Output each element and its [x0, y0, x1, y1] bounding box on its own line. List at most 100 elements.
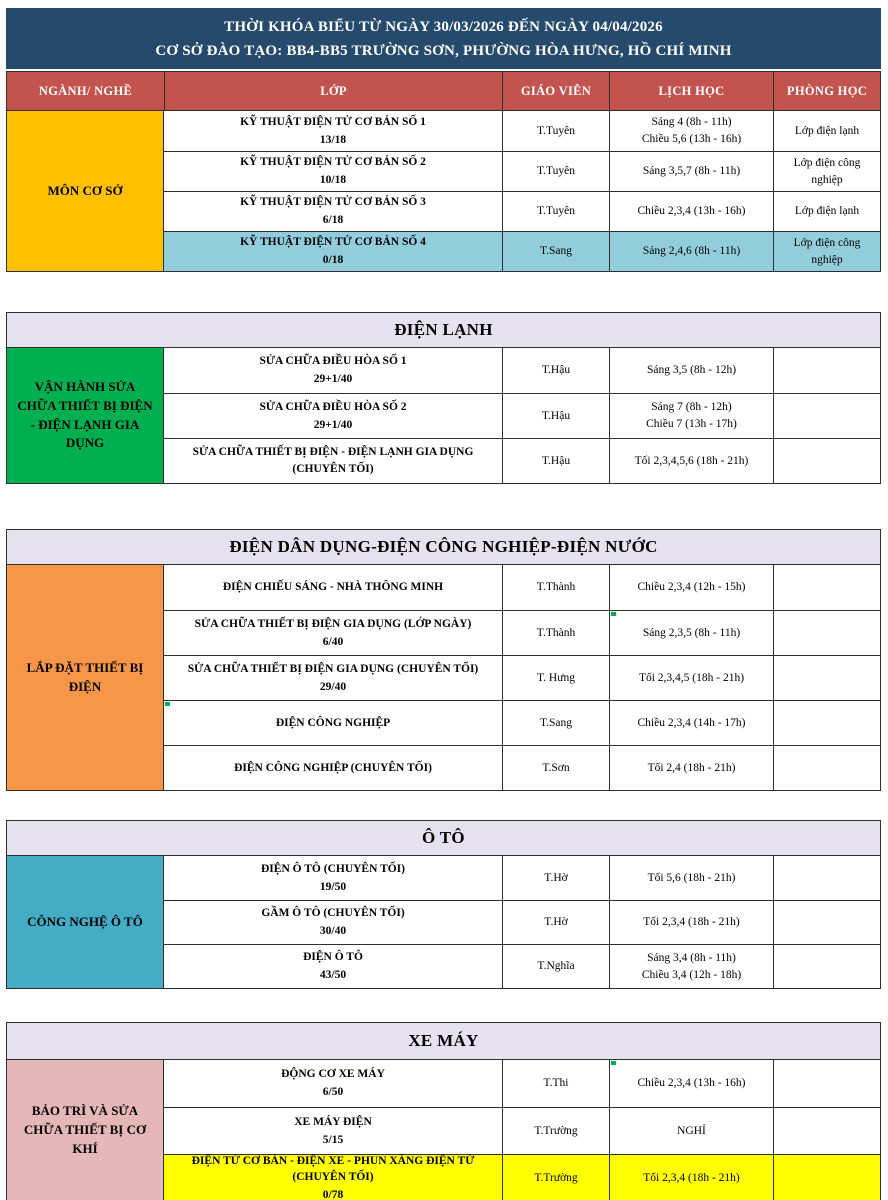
room-cell: [773, 1155, 880, 1200]
class-name: ĐIỆN TỬ CƠ BẢN - ĐIỆN XE - PHUN XĂNG ĐIỆ…: [191, 1154, 475, 1184]
teacher-cell: T.Tuyên: [502, 152, 609, 191]
room-cell: [773, 901, 880, 944]
comment-marker-icon: [611, 1061, 616, 1065]
class-cell: ĐIỆN CHIẾU SÁNG - NHÀ THÔNG MINH: [164, 565, 502, 610]
teacher-cell: T.Hờ: [502, 901, 609, 944]
class-cell: SỬA CHỮA THIẾT BỊ ĐIỆN - ĐIỆN LẠNH GIA D…: [164, 439, 502, 483]
section-o-to: Ô TÔ CÔNG NGHỆ Ô TÔ ĐIỆN Ô TÔ (CHUYÊN TỐ…: [6, 820, 881, 989]
room-cell: [773, 746, 880, 790]
teacher-cell: T.Hờ: [502, 856, 609, 900]
table-row: ĐIỆN CHIẾU SÁNG - NHÀ THÔNG MINH T.Thành…: [164, 565, 880, 610]
teacher-cell: T.Thi: [502, 1060, 609, 1107]
table-row: ĐIỆN Ô TÔ (CHUYÊN TỐI) 19/50 T.Hờ Tối 5,…: [164, 856, 880, 900]
teacher-cell: T. Hưng: [502, 656, 609, 700]
class-cell: KỸ THUẬT ĐIỆN TỬ CƠ BẢN SỐ 3 6/18: [164, 192, 502, 231]
class-enrollment: 19/50: [319, 880, 347, 893]
section-band: ĐIỆN LẠNH: [7, 313, 880, 348]
class-enrollment: 10/18: [319, 174, 347, 186]
teacher-cell: T.Thành: [502, 611, 609, 655]
schedule-cell: Chiều 2,3,4 (14h - 17h): [609, 701, 773, 745]
class-cell: SỬA CHỮA ĐIỀU HÒA SỐ 2 29+1/40: [164, 394, 502, 438]
table-row: SỬA CHỮA THIẾT BỊ ĐIỆN - ĐIỆN LẠNH GIA D…: [164, 438, 880, 483]
class-cell: ĐIỆN Ô TÔ (CHUYÊN TỐI) 19/50: [164, 856, 502, 900]
schedule-cell: Sáng 7 (8h - 12h) Chiều 7 (13h - 17h): [609, 394, 773, 438]
class-cell: ĐỘNG CƠ XE MÁY 6/50: [164, 1060, 502, 1107]
teacher-cell: T.Hậu: [502, 439, 609, 483]
table-row-highlighted: KỸ THUẬT ĐIỆN TỬ CƠ BẢN SỐ 4 0/18 T.Sang…: [164, 231, 880, 271]
class-enrollment: 6/40: [322, 635, 344, 648]
room-cell: [773, 394, 880, 438]
room-cell: [773, 348, 880, 393]
col-header-lop: LỚP: [164, 72, 502, 110]
table-row: ĐIỆN CÔNG NGHIỆP T.Sang Chiều 2,3,4 (14h…: [164, 700, 880, 745]
schedule-cell: Sáng 4 (8h - 11h) Chiều 5,6 (13h - 16h): [609, 111, 773, 151]
room-cell: [773, 1108, 880, 1154]
col-header-lich-hoc: LỊCH HỌC: [609, 72, 773, 110]
col-header-nganh-nghe: NGÀNH/ NGHỀ: [38, 83, 133, 98]
room-cell: [773, 565, 880, 610]
class-enrollment: 6/18: [322, 214, 344, 226]
teacher-cell: T.Trường: [502, 1155, 609, 1200]
class-name: KỸ THUẬT ĐIỆN TỬ CƠ BẢN SỐ 3: [240, 196, 426, 209]
room-cell: Lớp điện lạnh: [773, 192, 880, 231]
table-row: XE MÁY ĐIỆN 5/15 T.Trường NGHỈ: [164, 1107, 880, 1154]
comment-marker-icon: [611, 612, 616, 616]
class-enrollment: 0/78: [322, 1188, 344, 1200]
class-cell: GẦM Ô TÔ (CHUYÊN TỐI) 30/40: [164, 901, 502, 944]
table-row-highlighted: ĐIỆN TỬ CƠ BẢN - ĐIỆN XE - PHUN XĂNG ĐIỆ…: [164, 1154, 880, 1200]
room-cell: [773, 611, 880, 655]
room-cell: [773, 439, 880, 483]
room-cell: [773, 701, 880, 745]
schedule-cell: Tối 5,6 (18h - 21h): [609, 856, 773, 900]
class-name: XE MÁY ĐIỆN: [294, 1115, 372, 1128]
col-header-giao-vien: GIÁO VIÊN: [502, 72, 609, 110]
class-cell: KỸ THUẬT ĐIỆN TỬ CƠ BẢN SỐ 4 0/18: [164, 232, 502, 271]
teacher-cell: T.Tuyên: [502, 192, 609, 231]
class-enrollment: 30/40: [319, 925, 347, 937]
class-name: ĐIỆN Ô TÔ: [303, 951, 363, 964]
schedule-cell: Tối 2,3,4,5,6 (18h - 21h): [609, 439, 773, 483]
teacher-cell: T.Hậu: [502, 348, 609, 393]
comment-marker-icon: [165, 702, 170, 706]
class-name: SỬA CHỮA THIẾT BỊ ĐIỆN - ĐIỆN LẠNH GIA D…: [192, 446, 474, 475]
table-row: GẦM Ô TÔ (CHUYÊN TỐI) 30/40 T.Hờ Tối 2,3…: [164, 900, 880, 944]
schedule-cell: Tối 2,4 (18h - 21h): [609, 746, 773, 790]
title-line2: CƠ SỞ ĐÀO TẠO: BB4-BB5 TRƯỜNG SƠN, PHƯỜN…: [155, 42, 732, 59]
room-cell: [773, 1060, 880, 1107]
teacher-cell: T.Hậu: [502, 394, 609, 438]
class-cell: XE MÁY ĐIỆN 5/15: [164, 1108, 502, 1154]
timetable-title: THỜI KHÓA BIỂU TỪ NGÀY 30/03/2026 ĐẾN NG…: [6, 8, 881, 69]
class-name: ĐỘNG CƠ XE MÁY: [281, 1068, 385, 1081]
title-line1: THỜI KHÓA BIỂU TỪ NGÀY 30/03/2026 ĐẾN NG…: [224, 18, 663, 35]
class-enrollment: 0/18: [322, 254, 344, 266]
teacher-cell: T.Thành: [502, 565, 609, 610]
category-cell-mon-co-so: MÔN CƠ SỞ: [7, 111, 164, 271]
class-cell: ĐIỆN CÔNG NGHIỆP: [164, 701, 502, 745]
class-name: SỬA CHỮA ĐIỀU HÒA SỐ 1: [259, 355, 407, 368]
table-row: KỸ THUẬT ĐIỆN TỬ CƠ BẢN SỐ 1 13/18 T.Tuy…: [164, 111, 880, 151]
class-name: ĐIỆN CÔNG NGHIỆP (CHUYÊN TỐI): [234, 761, 432, 774]
table-row: SỬA CHỮA ĐIỀU HÒA SỐ 2 29+1/40 T.Hậu Sán…: [164, 393, 880, 438]
class-cell: ĐIỆN Ô TÔ 43/50: [164, 945, 502, 988]
class-name: ĐIỆN CÔNG NGHIỆP: [275, 716, 391, 729]
table-row: SỬA CHỮA THIẾT BỊ ĐIỆN GIA DỤNG (LỚP NGÀ…: [164, 610, 880, 655]
schedule-cell: Chiều 2,3,4 (12h - 15h): [609, 565, 773, 610]
schedule-cell: Chiều 2,3,4 (13h - 16h): [609, 1060, 773, 1107]
class-name: KỸ THUẬT ĐIỆN TỬ CƠ BẢN SỐ 4: [240, 236, 426, 249]
table-row: SỬA CHỮA ĐIỀU HÒA SỐ 1 29+1/40 T.Hậu Sán…: [164, 348, 880, 393]
section-xe-may: XE MÁY BẢO TRÌ VÀ SỬA CHỮA THIẾT BỊ CƠ K…: [6, 1022, 881, 1200]
room-cell: Lớp điện công nghiệp: [773, 152, 880, 191]
main-timetable: THỜI KHÓA BIỂU TỪ NGÀY 30/03/2026 ĐẾN NG…: [6, 8, 881, 272]
teacher-cell: T.Sơn: [502, 746, 609, 790]
class-enrollment: 13/18: [319, 133, 347, 146]
schedule-cell: Sáng 3,5,7 (8h - 11h): [609, 152, 773, 191]
class-name: SỬA CHỮA ĐIỀU HÒA SỐ 2: [259, 400, 407, 413]
room-cell: [773, 945, 880, 988]
class-cell: SỬA CHỮA THIẾT BỊ ĐIỆN GIA DỤNG (CHUYÊN …: [164, 656, 502, 700]
class-cell: SỬA CHỮA THIẾT BỊ ĐIỆN GIA DỤNG (LỚP NGÀ…: [164, 611, 502, 655]
schedule-cell: Sáng 2,4,6 (8h - 11h): [609, 232, 773, 271]
class-name: KỸ THUẬT ĐIỆN TỬ CƠ BẢN SỐ 1: [240, 115, 426, 128]
category-cell-cong-nghe-o-to: CÔNG NGHỆ Ô TÔ: [7, 856, 164, 988]
room-cell: [773, 656, 880, 700]
